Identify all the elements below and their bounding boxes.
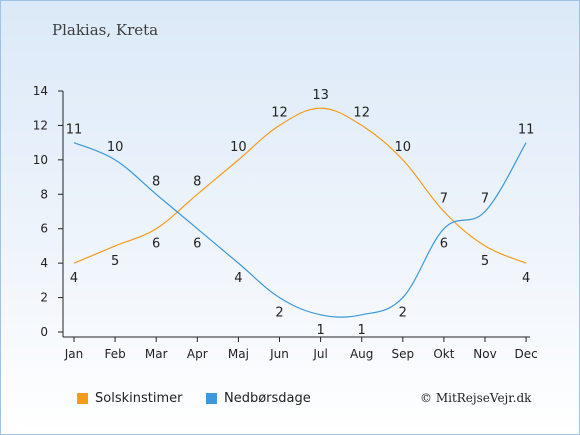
y-tick-label: 12 bbox=[33, 118, 48, 132]
data-label-sunshine: 4 bbox=[522, 271, 530, 286]
line-rain-days bbox=[73, 142, 527, 318]
x-tick-label: Maj bbox=[228, 347, 249, 361]
data-label-sunshine: 8 bbox=[193, 174, 201, 189]
data-label-sunshine: 13 bbox=[312, 88, 329, 103]
data-label-sunshine: 6 bbox=[152, 237, 160, 252]
data-label-rain-days: 7 bbox=[481, 192, 489, 207]
y-tick-label: 14 bbox=[33, 84, 48, 98]
data-label-sunshine: 7 bbox=[440, 192, 448, 207]
data-label-sunshine: 5 bbox=[481, 254, 489, 269]
x-tick-label: Jun bbox=[269, 347, 289, 361]
data-label-rain-days: 2 bbox=[275, 306, 283, 321]
legend-swatch-rain-days bbox=[206, 393, 217, 404]
y-tick-label: 8 bbox=[40, 187, 48, 201]
legend-swatch-sunshine bbox=[77, 393, 88, 404]
data-label-rain-days: 2 bbox=[399, 306, 407, 321]
x-tick-label: Jul bbox=[312, 347, 327, 361]
data-label-sunshine: 5 bbox=[111, 254, 119, 269]
line-sunshine-hours bbox=[73, 107, 527, 264]
y-tick-label: 4 bbox=[40, 256, 48, 270]
copyright-credit: © MitRejseVejr.dk bbox=[420, 391, 532, 405]
data-label-rain-days: 1 bbox=[358, 323, 366, 338]
data-label-sunshine: 10 bbox=[395, 140, 412, 155]
data-label-rain-days: 6 bbox=[193, 237, 201, 252]
x-tick-label: Sep bbox=[391, 347, 414, 361]
y-tick-label: 10 bbox=[33, 153, 48, 167]
data-label-sunshine: 12 bbox=[271, 105, 288, 120]
data-label-rain-days: 10 bbox=[107, 140, 124, 155]
x-tick-label: Mar bbox=[145, 347, 168, 361]
x-tick-label: Okt bbox=[433, 347, 454, 361]
x-tick-label: Apr bbox=[187, 347, 208, 361]
data-label-rain-days: 11 bbox=[66, 123, 83, 138]
data-label-rain-days: 1 bbox=[316, 323, 324, 338]
data-label-rain-days: 4 bbox=[234, 271, 242, 286]
data-label-sunshine: 10 bbox=[230, 140, 247, 155]
location-title: Plakias, Kreta bbox=[52, 21, 159, 39]
data-label-sunshine: 4 bbox=[70, 271, 78, 286]
x-tick-label: Aug bbox=[350, 347, 373, 361]
data-label-sunshine: 12 bbox=[353, 105, 370, 120]
data-label-rain-days: 6 bbox=[440, 237, 448, 252]
y-tick-label: 6 bbox=[40, 222, 48, 236]
legend-label-rain-days: Nedbørsdage bbox=[224, 391, 311, 406]
y-tick-label: 2 bbox=[40, 291, 48, 305]
x-tick-label: Feb bbox=[104, 347, 125, 361]
legend-item-sunshine: Solskinstimer bbox=[77, 391, 182, 406]
x-tick-label: Dec bbox=[514, 347, 537, 361]
data-label-rain-days: 11 bbox=[518, 123, 535, 138]
legend-label-sunshine: Solskinstimer bbox=[95, 391, 183, 406]
x-tick-label: Jan bbox=[64, 347, 84, 361]
legend-item-rain-days: Nedbørsdage bbox=[206, 391, 311, 406]
x-tick-label: Nov bbox=[473, 347, 496, 361]
data-label-rain-days: 8 bbox=[152, 174, 160, 189]
y-tick-label: 0 bbox=[40, 325, 48, 339]
